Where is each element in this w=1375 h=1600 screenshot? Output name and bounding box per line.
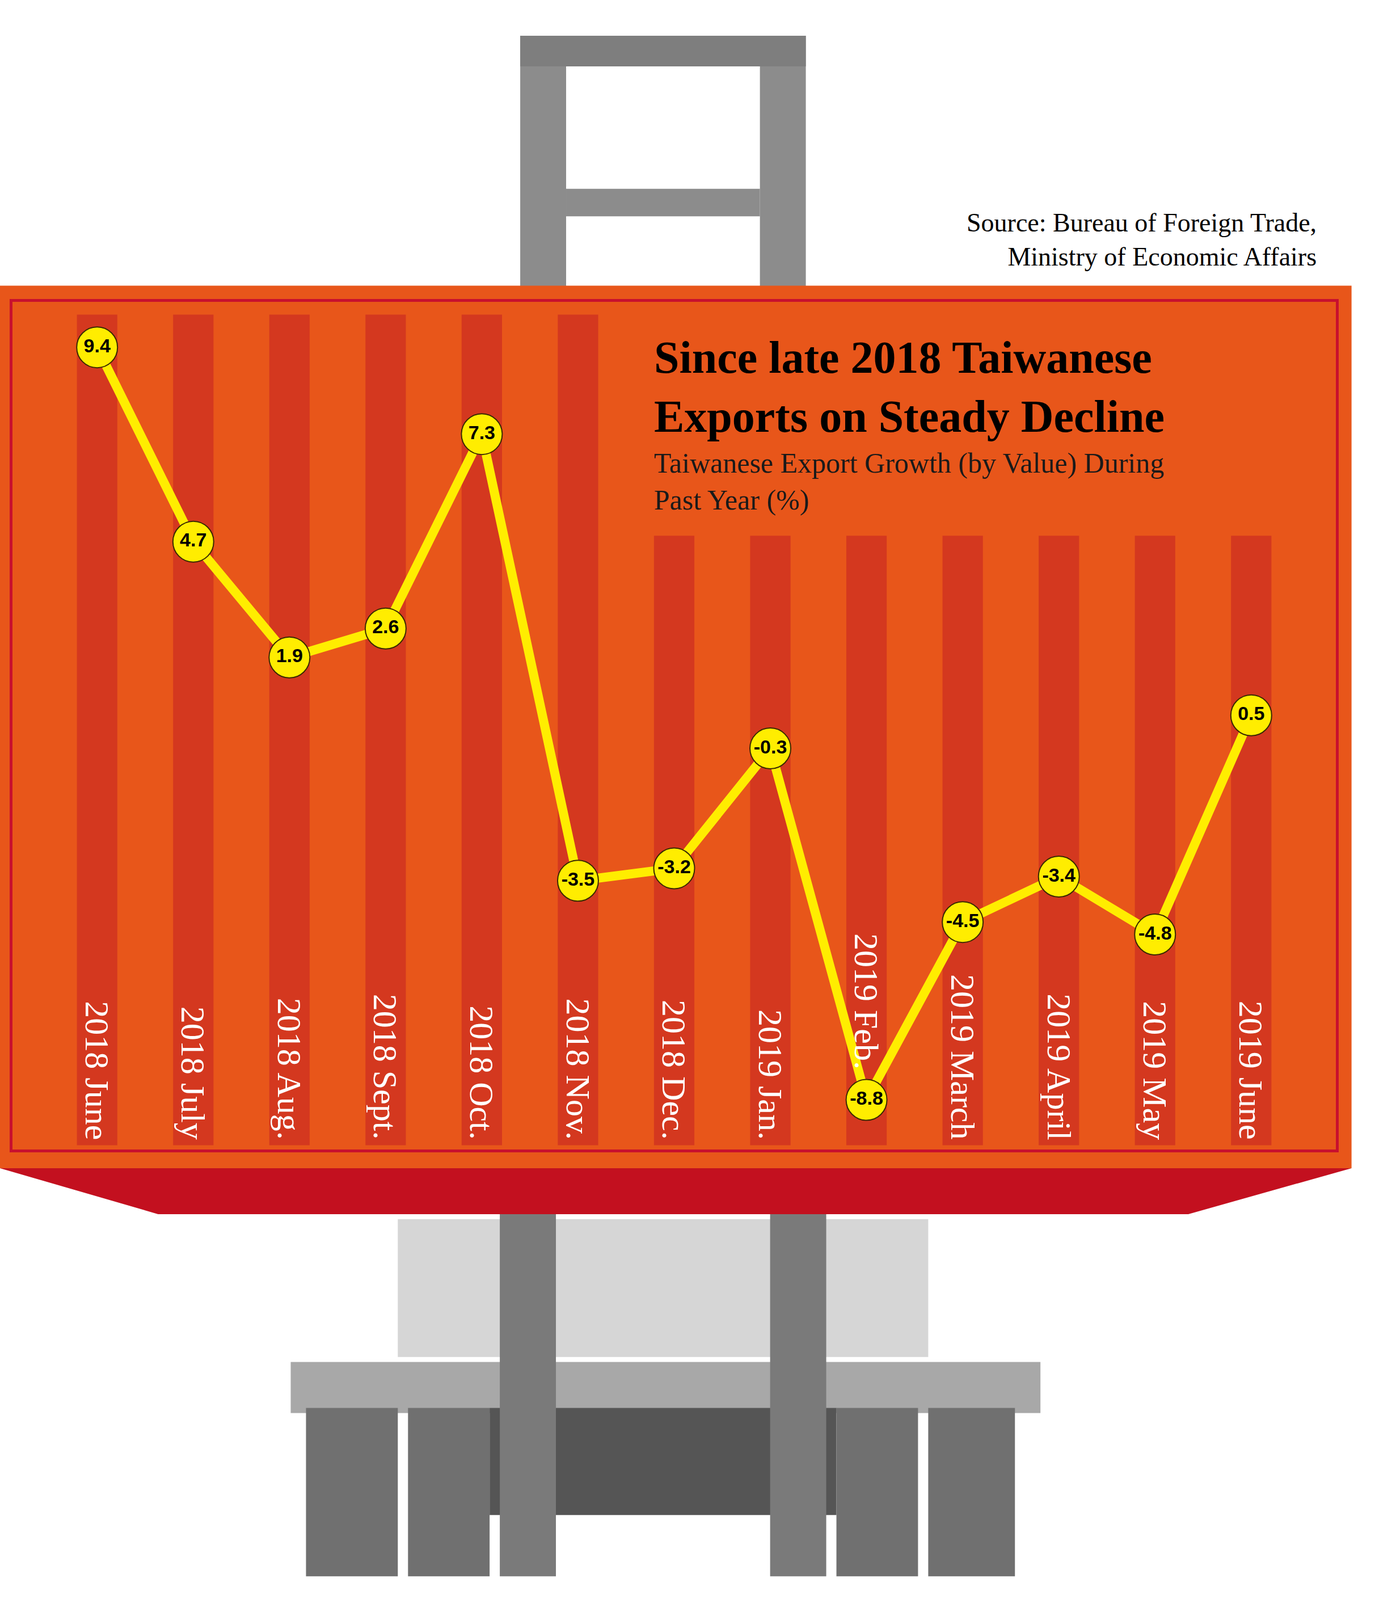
svg-text:-4.5: -4.5 [946,909,980,931]
svg-text:2018 Oct.: 2018 Oct. [462,1005,501,1140]
svg-text:-3.4: -3.4 [1042,863,1076,886]
svg-text:7.3: 7.3 [468,421,496,444]
svg-text:-4.8: -4.8 [1138,921,1172,944]
svg-text:2018 July: 2018 July [174,1006,212,1140]
svg-text:2.6: 2.6 [372,615,399,638]
svg-text:Taiwanese Export Growth (by Va: Taiwanese Export Growth (by Value) Durin… [654,446,1165,516]
svg-text:-3.5: -3.5 [561,867,596,890]
svg-text:Since late 2018 TaiwaneseExpor: Since late 2018 TaiwaneseExports on Stea… [654,332,1165,442]
svg-text:2019 May: 2019 May [1136,1000,1174,1140]
svg-text:2019 March: 2019 March [943,973,982,1140]
svg-text:2019 Feb.: 2019 Feb. [847,933,885,1070]
svg-text:9.4: 9.4 [83,334,111,357]
svg-text:2018 Sept.: 2018 Sept. [366,993,404,1140]
svg-text:2018 Dec.: 2018 Dec. [655,999,693,1140]
svg-text:2018 Nov.: 2018 Nov. [559,998,597,1140]
svg-text:1.9: 1.9 [276,644,303,666]
svg-text:2019 June: 2019 June [1232,1000,1270,1140]
svg-text:2019 Jan.: 2019 Jan. [751,1009,790,1140]
svg-text:-3.2: -3.2 [657,855,691,877]
svg-text:-8.8: -8.8 [849,1086,884,1109]
svg-text:0.5: 0.5 [1237,702,1265,724]
svg-text:2019 April: 2019 April [1040,993,1078,1140]
svg-text:2018 Aug.: 2018 Aug. [270,997,309,1140]
svg-text:2018 June: 2018 June [78,1000,116,1140]
svg-text:-0.3: -0.3 [753,735,788,758]
svg-text:4.7: 4.7 [179,528,207,551]
svg-text:Source: Bureau of Foreign Trad: Source: Bureau of Foreign Trade,Ministry… [966,208,1317,272]
